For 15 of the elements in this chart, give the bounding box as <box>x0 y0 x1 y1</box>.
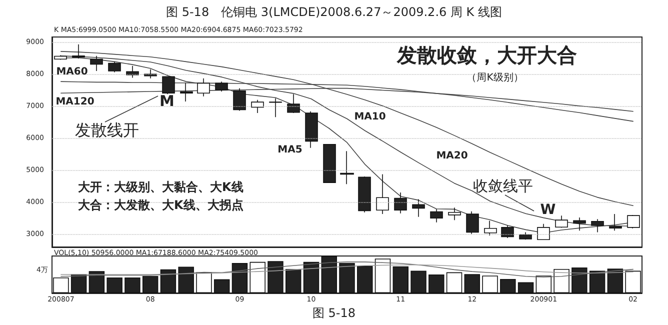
annotation: M <box>160 92 174 110</box>
annotation: 发散线开 <box>75 120 139 140</box>
annotation: 收敛线平 <box>473 177 533 195</box>
caption: 图 5-18 <box>312 306 356 320</box>
text: MA5 <box>278 144 302 156</box>
series-label: MA120 <box>56 96 94 108</box>
chart-subtitle: 发散收敛，大开大合 <box>396 43 577 67</box>
annotation: W <box>540 202 556 218</box>
series-label: MA10 <box>354 112 386 122</box>
annotation: 大开：大级别、大黏合、大K线 <box>78 180 244 194</box>
chart-title: 图 5-18 伦铜电 3(LMCDE)2008.6.27～2009.2.6 周 K 线图 <box>166 5 502 19</box>
annotation: （周K级别） <box>466 72 524 84</box>
annotation: 大合：大发散、大K线、大拐点 <box>78 198 244 212</box>
series-label: MA60 <box>56 66 88 78</box>
series-label: MA20 <box>436 150 468 162</box>
